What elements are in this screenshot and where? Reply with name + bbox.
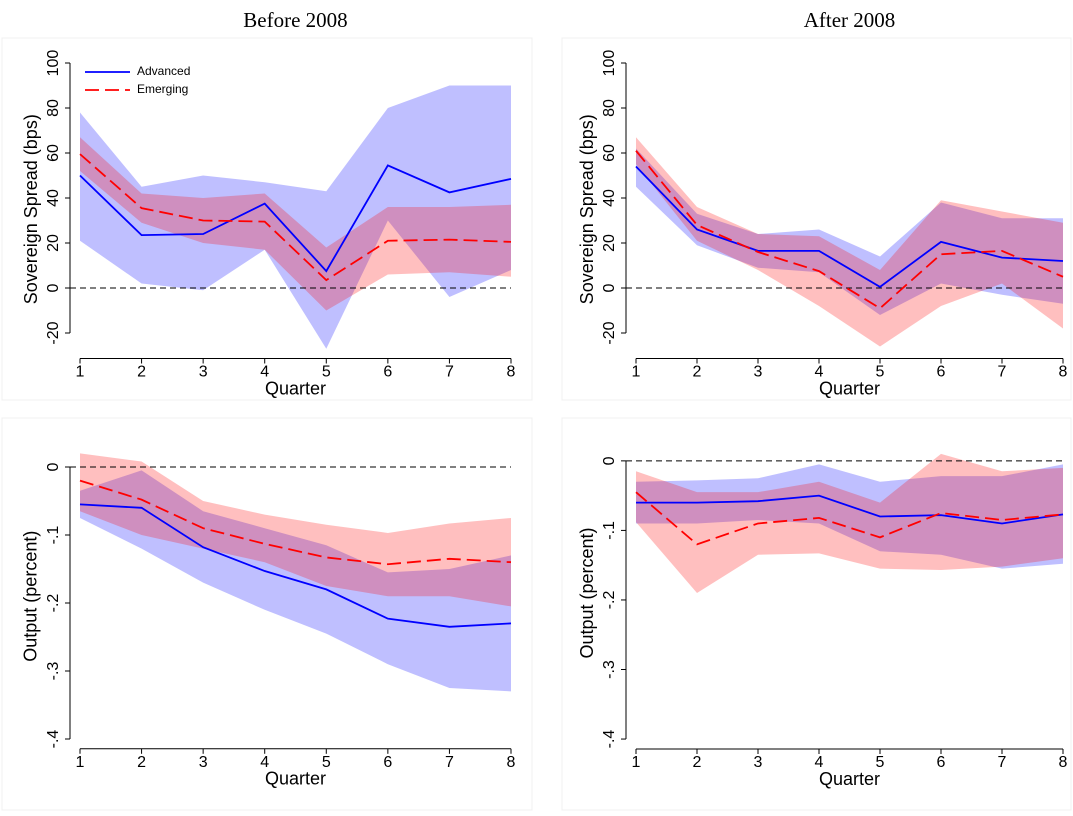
panel-title: Before 2008 [243, 8, 347, 32]
x-tick-label: 6 [937, 754, 946, 771]
series-line [79, 479, 512, 566]
y-tick-label: 0 [45, 283, 62, 292]
y-tick-label: -.3 [45, 662, 62, 681]
y-tick-label: 100 [601, 50, 618, 77]
x-tick-label: 3 [754, 364, 763, 381]
x-axis-title: Quarter [265, 769, 326, 789]
y-tick-label: -.3 [601, 660, 618, 679]
y-tick-label: 80 [45, 99, 62, 117]
x-tick-label: 4 [815, 364, 824, 381]
y-tick-label: -20 [45, 321, 62, 344]
y-tick-label: 20 [45, 234, 62, 252]
confidence-band [80, 85, 511, 349]
x-tick-label: 6 [383, 754, 392, 771]
y-tick-label: 0 [601, 283, 618, 292]
y-axis-title: Output (percent) [577, 527, 597, 658]
legend-label: Advanced [137, 64, 190, 78]
y-tick-label: 0 [601, 456, 618, 465]
x-tick-label: 6 [937, 364, 946, 381]
confidence-band [636, 148, 1063, 315]
x-tick-label: 2 [693, 364, 702, 381]
x-tick-label: 2 [137, 364, 146, 381]
y-tick-label: 60 [601, 144, 618, 162]
panel-title: After 2008 [804, 8, 896, 32]
series-line [635, 150, 1064, 310]
x-tick-label: 3 [199, 364, 208, 381]
x-tick-label: 3 [199, 754, 208, 771]
y-axis-title: Sovereign Spread (bps) [577, 114, 597, 304]
y-tick-label: 20 [601, 234, 618, 252]
x-axis-title: Quarter [819, 769, 880, 789]
x-tick-label: 7 [445, 364, 454, 381]
y-tick-label: 80 [601, 99, 618, 117]
y-tick-label: 60 [45, 144, 62, 162]
x-tick-label: 8 [507, 364, 516, 381]
panel-frame [1, 37, 533, 401]
series-line [79, 503, 512, 628]
panel-frame [1, 417, 533, 811]
confidence-band [636, 464, 1063, 569]
y-axis-title: Output (percent) [21, 531, 41, 662]
x-tick-label: 5 [876, 754, 885, 771]
x-tick-label: 1 [632, 364, 641, 381]
confidence-band [636, 453, 1063, 593]
x-tick-label: 5 [876, 364, 885, 381]
x-tick-label: 5 [322, 754, 331, 771]
y-tick-label: -.2 [601, 591, 618, 610]
y-tick-label: -.4 [601, 730, 618, 749]
y-tick-label: -20 [601, 321, 618, 344]
series-line [635, 165, 1064, 288]
confidence-band [80, 137, 511, 311]
x-tick-label: 2 [137, 754, 146, 771]
series-line [636, 494, 1064, 525]
x-axis-title: Quarter [265, 378, 326, 398]
x-tick-label: 4 [815, 754, 824, 771]
x-tick-label: 1 [76, 364, 85, 381]
y-tick-label: 100 [45, 50, 62, 77]
x-tick-label: 8 [1059, 754, 1068, 771]
x-tick-label: 2 [693, 754, 702, 771]
x-tick-label: 1 [632, 754, 641, 771]
x-tick-label: 4 [260, 364, 269, 381]
x-tick-label: 6 [383, 364, 392, 381]
x-tick-label: 4 [260, 754, 269, 771]
series-line [635, 491, 1064, 546]
y-tick-label: 40 [601, 189, 618, 207]
x-tick-label: 1 [76, 754, 85, 771]
confidence-band [636, 137, 1063, 347]
x-tick-label: 8 [507, 754, 516, 771]
panel-frame [561, 37, 1072, 401]
x-tick-label: 7 [445, 754, 454, 771]
x-tick-label: 5 [322, 364, 331, 381]
y-tick-label: -.4 [45, 730, 62, 749]
x-tick-label: 7 [998, 364, 1007, 381]
y-tick-label: -.2 [45, 594, 62, 613]
series-line [79, 164, 512, 273]
panel-frame [561, 417, 1072, 811]
x-tick-label: 8 [1059, 364, 1068, 381]
confidence-band [80, 453, 511, 607]
x-tick-label: 7 [998, 754, 1007, 771]
y-tick-label: -.1 [601, 521, 618, 540]
x-tick-label: 3 [754, 754, 763, 771]
y-axis-title: Sovereign Spread (bps) [21, 114, 41, 304]
y-tick-label: 40 [45, 189, 62, 207]
y-tick-label: 0 [45, 462, 62, 471]
x-axis-title: Quarter [819, 378, 880, 398]
series-line [79, 153, 512, 282]
y-tick-label: -.1 [45, 526, 62, 545]
legend-label: Emerging [137, 82, 188, 96]
